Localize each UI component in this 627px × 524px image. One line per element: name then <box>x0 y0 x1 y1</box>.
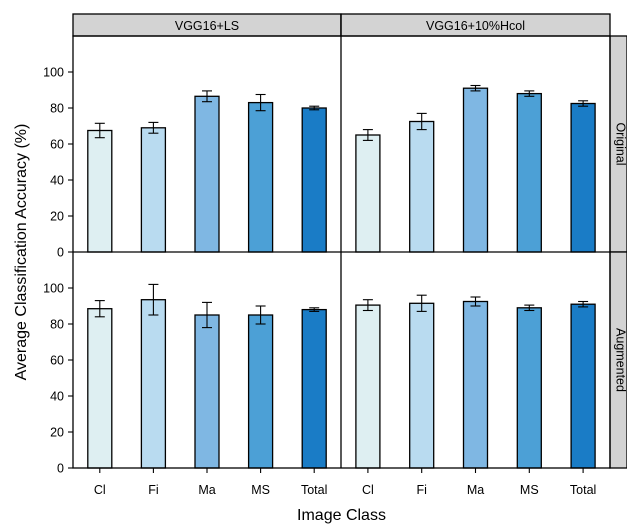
x-tick-label: Cl <box>94 483 106 497</box>
x-tick-label: Total <box>570 483 596 497</box>
error-bar <box>470 296 481 307</box>
y-tick-label: 0 <box>57 462 64 476</box>
y-axis-title: Average Classification Accuracy (%) <box>13 124 30 381</box>
x-tick-label: Cl <box>362 483 374 497</box>
error-bar <box>202 90 212 103</box>
error-bar <box>524 304 535 312</box>
row-strip-label: Original <box>614 122 627 165</box>
error-bar <box>309 307 320 312</box>
bar-fi <box>140 299 167 469</box>
y-tick-label: 80 <box>50 318 64 332</box>
bar-total <box>301 107 327 253</box>
bar-ma <box>194 95 220 253</box>
x-tick-label: MS <box>520 483 539 497</box>
bar-total <box>570 303 596 469</box>
bar-ma <box>462 87 489 253</box>
x-tick-label: Fi <box>416 483 426 497</box>
bar-cl <box>355 304 381 469</box>
bar-ms <box>516 307 542 469</box>
y-tick-label: 0 <box>57 246 64 260</box>
column-strip-label: VGG16+10%Hcol <box>426 19 525 33</box>
x-tick-label: Total <box>301 483 327 497</box>
error-bar <box>148 283 159 316</box>
y-tick-label: 80 <box>50 102 64 116</box>
y-tick-label: 20 <box>50 210 64 224</box>
facet-panels <box>87 84 596 469</box>
x-axis-title: Image Class <box>297 507 386 524</box>
column-strip-label: VGG16+LS <box>175 19 239 33</box>
error-bar <box>578 300 589 308</box>
bar-cl <box>87 308 113 469</box>
error-bar <box>148 121 159 134</box>
bar-ma <box>462 300 489 469</box>
bar-cl <box>87 129 113 253</box>
bar-ms <box>247 101 274 253</box>
panel-0 <box>87 90 327 253</box>
y-tick-label: 60 <box>50 138 64 152</box>
panel-1 <box>355 84 596 253</box>
bar-fi <box>140 127 167 253</box>
error-bar <box>94 300 105 318</box>
error-bar <box>416 294 427 312</box>
bar-ms <box>247 314 274 469</box>
axes: 0 20 40 60 80 100 0 20 40 60 80 100 Cl Fi Ma MS Total Cl F… <box>43 14 611 497</box>
y-tick-label: 60 <box>50 354 64 368</box>
x-tick-label: Fi <box>148 483 158 497</box>
y-tick-label: 40 <box>50 174 64 188</box>
error-bar <box>524 90 535 97</box>
error-bar <box>309 105 320 111</box>
y-tick-label: 100 <box>43 66 64 80</box>
error-bar <box>255 305 266 325</box>
y-tick-label: 100 <box>43 282 64 296</box>
error-bar <box>202 301 212 329</box>
error-bar <box>255 93 266 112</box>
bar-ma <box>194 314 220 469</box>
y-tick-label: 20 <box>50 426 64 440</box>
panel-3 <box>355 294 596 469</box>
error-bar <box>416 112 427 131</box>
error-bar <box>578 100 589 107</box>
bar-fi <box>409 302 435 469</box>
x-tick-label: Ma <box>467 483 484 497</box>
error-bar <box>362 129 373 141</box>
bar-total <box>301 308 327 469</box>
error-bar <box>362 299 373 312</box>
bar-fi <box>409 120 435 253</box>
error-bar <box>470 84 481 92</box>
bar-ms <box>516 92 542 253</box>
error-bar <box>94 122 105 139</box>
y-tick-label: 40 <box>50 390 64 404</box>
x-tick-label: Ma <box>198 483 215 497</box>
bar-total <box>570 102 596 253</box>
bar-cl <box>355 134 381 253</box>
row-strip-label: Augmented <box>614 328 627 392</box>
panel-2 <box>87 283 327 469</box>
x-tick-label: MS <box>251 483 270 497</box>
